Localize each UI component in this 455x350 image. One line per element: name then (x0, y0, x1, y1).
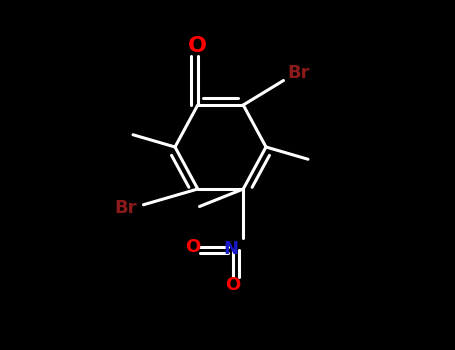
Text: O: O (188, 35, 207, 56)
Text: O: O (225, 276, 240, 294)
Text: Br: Br (287, 64, 309, 83)
Text: Br: Br (114, 199, 136, 217)
Text: N: N (223, 239, 238, 258)
Text: O: O (185, 238, 200, 256)
